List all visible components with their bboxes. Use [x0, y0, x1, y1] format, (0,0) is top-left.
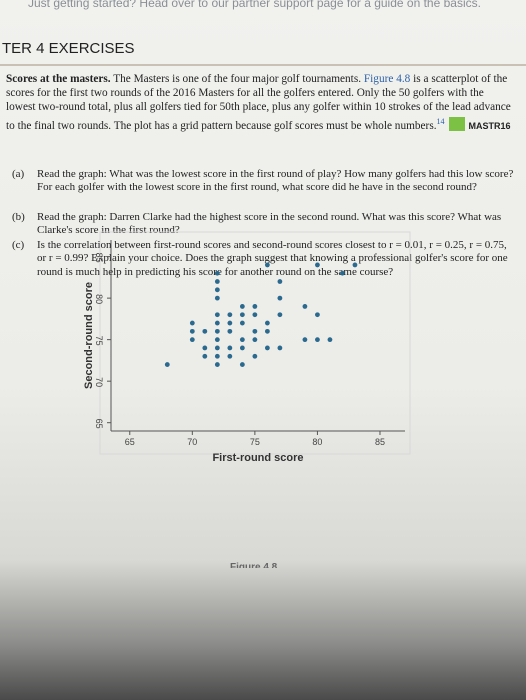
point	[315, 312, 320, 318]
point	[189, 328, 195, 334]
point	[189, 320, 195, 326]
x-tick-label: 65	[125, 437, 135, 447]
question-label: (c)	[12, 239, 25, 251]
point	[214, 320, 220, 326]
point	[315, 337, 320, 343]
point	[214, 312, 220, 318]
banner[interactable]: Just getting started? Head over to our p…	[28, 0, 481, 10]
question: (c) Is the correlation between first-roun…	[12, 239, 514, 279]
y-tick-label: 75	[94, 336, 104, 346]
point	[189, 337, 195, 343]
point	[214, 353, 220, 359]
y-tick-label: 85	[94, 253, 104, 263]
intro-paragraph: Scores at the masters. The Masters is on…	[6, 72, 514, 133]
point	[340, 270, 345, 276]
data-icon	[448, 117, 465, 132]
point	[252, 312, 258, 318]
question-label: (a)	[12, 168, 25, 180]
question: (b) Read the graph: Darren Clarke had the…	[12, 211, 514, 238]
point	[239, 337, 245, 343]
point	[239, 312, 245, 318]
point	[302, 304, 308, 309]
y-axis-label: Second-round score	[83, 282, 95, 389]
point	[264, 262, 270, 268]
point	[214, 337, 220, 343]
point	[239, 320, 245, 326]
lead: Scores at the masters.	[6, 73, 111, 85]
point	[239, 345, 245, 351]
point	[352, 262, 358, 268]
point	[227, 345, 233, 351]
point	[227, 353, 233, 359]
point	[252, 328, 258, 334]
point	[202, 345, 208, 351]
point	[264, 345, 270, 351]
plot-frame	[99, 231, 411, 455]
figure-link[interactable]: Figure 4.8	[363, 73, 411, 85]
text: The Masters is one of the four major gol…	[113, 73, 362, 85]
question: (a) Read the graph: What was the lowest s…	[12, 168, 514, 195]
point	[227, 312, 233, 318]
point	[164, 362, 170, 367]
point	[315, 262, 320, 268]
point	[214, 279, 220, 284]
y-tick-label: 70	[94, 377, 104, 387]
x-axis-label: First-round score	[212, 452, 303, 464]
point	[227, 320, 233, 326]
point	[214, 287, 220, 293]
point	[264, 320, 270, 326]
point	[302, 337, 308, 343]
point	[252, 337, 258, 343]
question-text: Read the graph: Darren Clarke had the hi…	[37, 211, 502, 237]
point	[227, 328, 233, 334]
question-text: Is the correlation between first-round s…	[37, 239, 508, 278]
point	[252, 304, 258, 309]
text: is a scatterplot of the scores for the f…	[6, 73, 511, 132]
point	[264, 328, 270, 334]
point	[202, 328, 208, 334]
point	[239, 362, 245, 367]
point	[214, 362, 220, 367]
chapter-title: TER 4 EXERCISES	[2, 40, 135, 57]
dataset-name: MASTR16	[468, 120, 511, 131]
question-text: Read the graph: What was the lowest scor…	[37, 168, 514, 194]
figure-caption: Figure 4.8	[230, 562, 278, 568]
question-label: (b)	[12, 211, 25, 223]
point	[214, 270, 220, 276]
x-tick-label: 80	[312, 437, 322, 447]
point	[277, 312, 283, 318]
x-tick-label: 75	[250, 437, 260, 447]
point	[277, 295, 283, 301]
point	[214, 328, 220, 334]
point	[239, 304, 245, 309]
point	[214, 295, 220, 301]
y-tick-label: 65	[94, 419, 104, 429]
footnote-ref[interactable]: 14	[436, 116, 445, 126]
point	[277, 279, 283, 284]
y-tick-label: 80	[94, 294, 104, 304]
point	[277, 345, 283, 351]
point	[327, 337, 333, 343]
point	[252, 353, 258, 359]
point	[214, 345, 220, 351]
divider	[0, 64, 526, 66]
x-tick-label: 70	[187, 437, 197, 447]
x-tick-label: 85	[375, 437, 385, 447]
point	[202, 353, 208, 359]
scatterplot: 65 70 75 80 85 65 70 75 80 85 First-round score Sec…	[83, 231, 411, 464]
